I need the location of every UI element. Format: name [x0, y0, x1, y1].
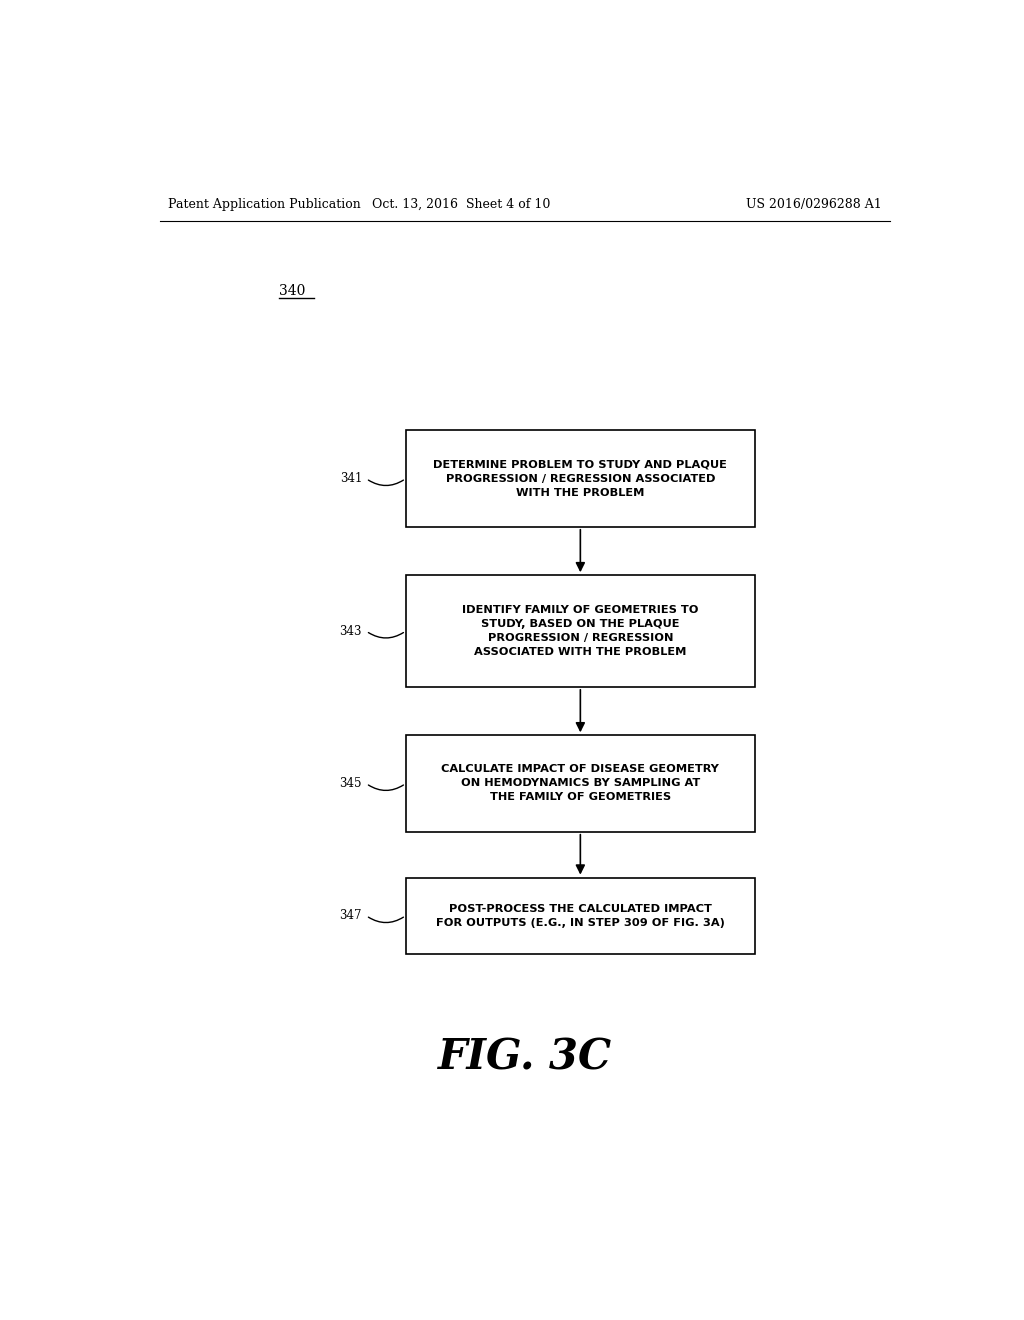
Text: IDENTIFY FAMILY OF GEOMETRIES TO
STUDY, BASED ON THE PLAQUE
PROGRESSION / REGRES: IDENTIFY FAMILY OF GEOMETRIES TO STUDY, …: [462, 605, 698, 657]
Text: POST-PROCESS THE CALCULATED IMPACT
FOR OUTPUTS (E.G., IN STEP 309 OF FIG. 3A): POST-PROCESS THE CALCULATED IMPACT FOR O…: [436, 904, 725, 928]
FancyBboxPatch shape: [406, 430, 755, 527]
Text: US 2016/0296288 A1: US 2016/0296288 A1: [746, 198, 882, 211]
Text: 345: 345: [340, 777, 362, 789]
Text: DETERMINE PROBLEM TO STUDY AND PLAQUE
PROGRESSION / REGRESSION ASSOCIATED
WITH T: DETERMINE PROBLEM TO STUDY AND PLAQUE PR…: [433, 459, 727, 498]
Text: 341: 341: [340, 473, 362, 484]
Text: 343: 343: [340, 624, 362, 638]
Text: Patent Application Publication: Patent Application Publication: [168, 198, 360, 211]
FancyBboxPatch shape: [406, 735, 755, 832]
FancyBboxPatch shape: [406, 576, 755, 686]
Text: 347: 347: [340, 909, 362, 923]
FancyBboxPatch shape: [406, 878, 755, 954]
Text: Oct. 13, 2016  Sheet 4 of 10: Oct. 13, 2016 Sheet 4 of 10: [372, 198, 551, 211]
Text: 340: 340: [279, 284, 305, 297]
Text: CALCULATE IMPACT OF DISEASE GEOMETRY
ON HEMODYNAMICS BY SAMPLING AT
THE FAMILY O: CALCULATE IMPACT OF DISEASE GEOMETRY ON …: [441, 764, 719, 803]
Text: FIG. 3C: FIG. 3C: [437, 1038, 612, 1078]
